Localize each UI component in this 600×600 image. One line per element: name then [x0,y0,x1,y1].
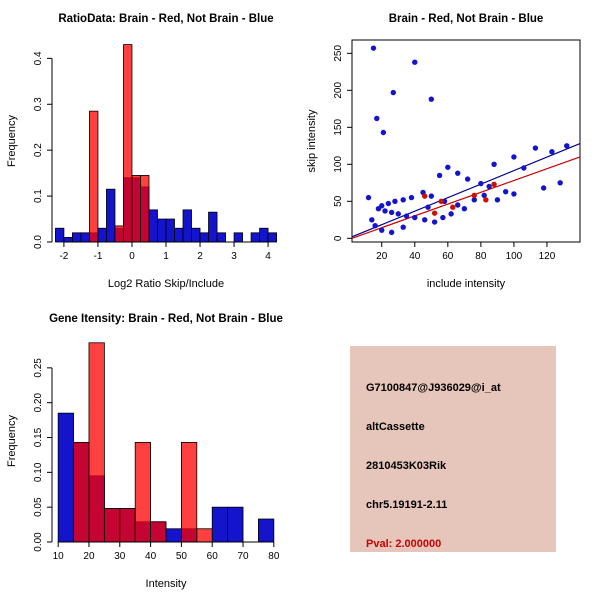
svg-text:0.4: 0.4 [33,51,44,65]
svg-text:150: 150 [333,119,344,136]
panel-probe-info: G7100847@J936029@i_at altCassette 281045… [300,300,600,600]
svg-text:20: 20 [376,251,388,262]
svg-text:0.15: 0.15 [33,427,44,447]
svg-text:Frequency: Frequency [6,115,18,167]
svg-text:100: 100 [333,156,344,173]
svg-text:RatioData: Brain - Red, Not Br: RatioData: Brain - Red, Not Brain - Blue [58,13,273,25]
svg-text:120: 120 [539,251,556,262]
panel-ratio-histogram: -2 -1 0 1 2 3 4 0.0 0.1 0.2 0.3 0.4 RatioData: Brain… [0,0,300,300]
svg-text:40: 40 [145,551,157,562]
svg-text:0.20: 0.20 [33,393,44,413]
svg-text:0.2: 0.2 [33,143,44,157]
svg-text:0.05: 0.05 [33,497,44,517]
svg-text:0: 0 [129,251,135,262]
svg-text:100: 100 [506,251,523,262]
svg-text:-1: -1 [93,251,102,262]
svg-text:60: 60 [442,251,454,262]
locus-text: chr5.19191-2.11 [366,499,448,511]
pval-text: Pval: 2.000000 [366,538,442,550]
splice-event-type-text: altCassette [366,421,425,433]
svg-text:60: 60 [207,551,219,562]
ratio-histogram-chart: -2 -1 0 1 2 3 4 0.0 0.1 0.2 0.3 0.4 RatioData: Brain… [6,13,277,290]
svg-text:250: 250 [333,45,344,62]
svg-text:Intensity: Intensity [146,578,187,590]
panel-gene-histogram: 10 20 30 40 50 60 70 80 0.00 0.05 0.10 0.15 0.20 0.25… [0,300,300,600]
svg-text:40: 40 [409,251,421,262]
svg-text:Frequency: Frequency [6,415,18,467]
svg-text:skip intensity: skip intensity [306,109,318,172]
svg-text:4: 4 [265,251,271,262]
svg-text:-2: -2 [59,251,68,262]
svg-text:include intensity: include intensity [427,278,506,290]
svg-text:2: 2 [197,251,203,262]
svg-text:0: 0 [333,235,344,241]
svg-text:Log2 Ratio Skip/Include: Log2 Ratio Skip/Include [108,278,224,290]
probe-info-box: G7100847@J936029@i_at altCassette 281045… [350,346,556,552]
svg-text:200: 200 [333,82,344,99]
svg-text:50: 50 [176,551,188,562]
gene-intensity-histogram-chart: 10 20 30 40 50 60 70 80 0.00 0.05 0.10 0.15 0.20 0.25… [6,313,283,590]
gene-symbol-text: 2810453K03Rik [366,460,447,472]
svg-text:3: 3 [231,251,237,262]
svg-text:Brain - Red, Not Brain - Blue: Brain - Red, Not Brain - Blue [389,13,544,25]
svg-text:0.0: 0.0 [33,235,44,249]
svg-text:20: 20 [83,551,95,562]
svg-text:0.25: 0.25 [33,358,44,378]
panel-intensity-scatter: 20 40 60 80 100 120 0 50 100 150 200 250 Brain - Red… [300,0,600,300]
intensity-scatter-chart: 20 40 60 80 100 120 0 50 100 150 200 250 Brain - Red… [306,13,581,290]
svg-text:0.00: 0.00 [33,532,44,552]
probe-id-text: G7100847@J936029@i_at [366,382,501,394]
svg-text:80: 80 [475,251,487,262]
svg-text:1: 1 [163,251,169,262]
svg-text:0.3: 0.3 [33,97,44,111]
svg-text:50: 50 [333,195,344,207]
svg-text:0.10: 0.10 [33,462,44,482]
svg-text:10: 10 [53,551,65,562]
svg-text:Gene Itensity: Brain - Red, No: Gene Itensity: Brain - Red, Not Brain - … [49,313,283,325]
svg-text:80: 80 [268,551,280,562]
svg-text:0.1: 0.1 [33,189,44,203]
svg-text:30: 30 [114,551,126,562]
svg-text:70: 70 [237,551,249,562]
